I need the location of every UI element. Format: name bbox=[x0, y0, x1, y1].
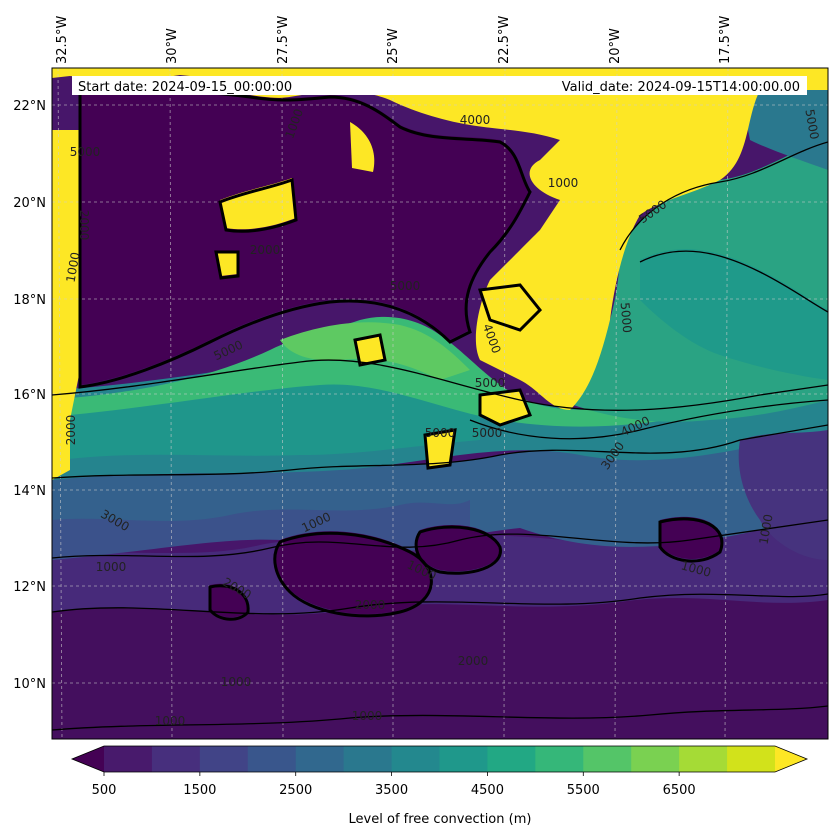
field-yellow-patch-5 bbox=[355, 335, 385, 365]
colorbar-tick-label: 4500 bbox=[471, 783, 504, 798]
contour-label: 2000 bbox=[77, 210, 91, 241]
graticule bbox=[52, 68, 828, 739]
field-yellow-patch-4 bbox=[480, 285, 540, 330]
contour-label: 2000 bbox=[458, 654, 489, 668]
contour-label: 2000 bbox=[64, 415, 78, 446]
colorbar-tick-label: 3500 bbox=[375, 783, 408, 798]
colorbar-segment bbox=[679, 746, 728, 772]
lon-label: 22.5°W bbox=[497, 16, 512, 64]
field-east-band bbox=[738, 430, 828, 560]
colorbar-tick-label: 1500 bbox=[183, 783, 216, 798]
contour-label: 1000 bbox=[64, 251, 83, 284]
lat-label: 18°N bbox=[13, 293, 46, 308]
contour-lines-bold bbox=[78, 88, 724, 621]
contour-label: 5000 bbox=[802, 108, 821, 141]
field-yellow-patch-6 bbox=[480, 390, 530, 425]
contour-label: 5000 bbox=[618, 302, 635, 334]
lat-label: 22°N bbox=[13, 99, 46, 114]
contour-label: 1000 bbox=[155, 714, 186, 728]
lat-label: 20°N bbox=[13, 196, 46, 211]
field-ne-corner bbox=[740, 84, 828, 170]
contour-label: 1000 bbox=[352, 709, 383, 723]
contour-label: 1000 bbox=[757, 513, 776, 546]
colorbar-tick-label: 5500 bbox=[567, 783, 600, 798]
field-ne-teal bbox=[640, 249, 828, 380]
contour-lines bbox=[52, 141, 828, 731]
map-panel bbox=[52, 68, 828, 739]
colorbar-segment bbox=[151, 746, 201, 772]
colorbar-segment bbox=[247, 746, 297, 772]
colorbar-extend-min bbox=[72, 746, 104, 772]
colorbar-segment bbox=[391, 746, 440, 772]
lon-label: 32.5°W bbox=[55, 16, 70, 64]
lat-label: 12°N bbox=[13, 580, 46, 595]
contour-label: 1000 bbox=[548, 176, 579, 190]
colorbar-label: Level of free convection (m) bbox=[349, 812, 532, 827]
contour-label: 5000 bbox=[390, 279, 421, 293]
valid-date: Valid_date: 2024-09-15T14:00:00.00 bbox=[562, 80, 800, 95]
colorbar-segment bbox=[343, 746, 393, 772]
lon-label: 17.5°W bbox=[718, 16, 733, 64]
lat-label: 14°N bbox=[13, 484, 46, 499]
contour-label: 4000 bbox=[460, 113, 491, 127]
colorbar-segment bbox=[295, 746, 345, 772]
start-date: Start date: 2024-09-15_00:00:00 bbox=[78, 80, 292, 95]
lon-label: 25°W bbox=[386, 28, 401, 64]
contour-label: 5000 bbox=[70, 145, 101, 159]
colorbar-segment bbox=[727, 746, 776, 772]
field-yellow-north bbox=[52, 68, 828, 410]
contour-label: 2000 bbox=[355, 598, 386, 612]
map-frame bbox=[51, 67, 829, 740]
lon-label: 27.5°W bbox=[276, 16, 291, 64]
lon-label: 20°W bbox=[608, 28, 623, 64]
colorbar-segment bbox=[631, 746, 680, 772]
field-purple-blob-4 bbox=[660, 516, 722, 560]
field-yellow-inset-1 bbox=[220, 178, 296, 230]
colorbar-segment bbox=[487, 746, 536, 772]
colorbar-tick-label: 2500 bbox=[279, 783, 312, 798]
field-purple-blob-1 bbox=[274, 531, 432, 614]
field-south-low bbox=[52, 590, 828, 739]
contour-label: 5000 bbox=[472, 426, 503, 440]
header-box bbox=[72, 76, 807, 95]
latitude-labels: 22°N 20°N 18°N 16°N 14°N 12°N 10°N bbox=[13, 99, 46, 692]
colorbar: 500 1500 2500 3500 4500 5500 6500 bbox=[70, 745, 809, 798]
contour-label: 1000 bbox=[96, 560, 127, 574]
lon-label: 30°W bbox=[165, 28, 180, 64]
lat-label: 10°N bbox=[13, 677, 46, 692]
colorbar-tick-label: 6500 bbox=[663, 783, 696, 798]
colorbar-extend-max bbox=[775, 746, 807, 772]
contour-label: 5000 bbox=[425, 426, 456, 440]
field-yellow-patch-7 bbox=[425, 430, 455, 468]
lat-label: 16°N bbox=[13, 388, 46, 403]
field-yellow-inset-3 bbox=[350, 122, 375, 172]
contour-label: 1000 bbox=[221, 675, 252, 689]
field-yellow-inset-2 bbox=[216, 252, 238, 276]
longitude-labels: 32.5°W 30°W 27.5°W 25°W 22.5°W 20°W 17.5°W bbox=[55, 16, 733, 64]
contour-label: 5000 bbox=[475, 376, 506, 390]
colorbar-segment bbox=[535, 746, 584, 772]
contour-label: 2000 bbox=[250, 243, 281, 257]
colorbar-segment bbox=[104, 746, 153, 772]
field-purple-north bbox=[80, 87, 530, 386]
colorbar-segment bbox=[439, 746, 488, 772]
colorbar-segment bbox=[199, 746, 249, 772]
colorbar-tick-label: 500 bbox=[92, 783, 117, 798]
colorbar-segment bbox=[583, 746, 632, 772]
